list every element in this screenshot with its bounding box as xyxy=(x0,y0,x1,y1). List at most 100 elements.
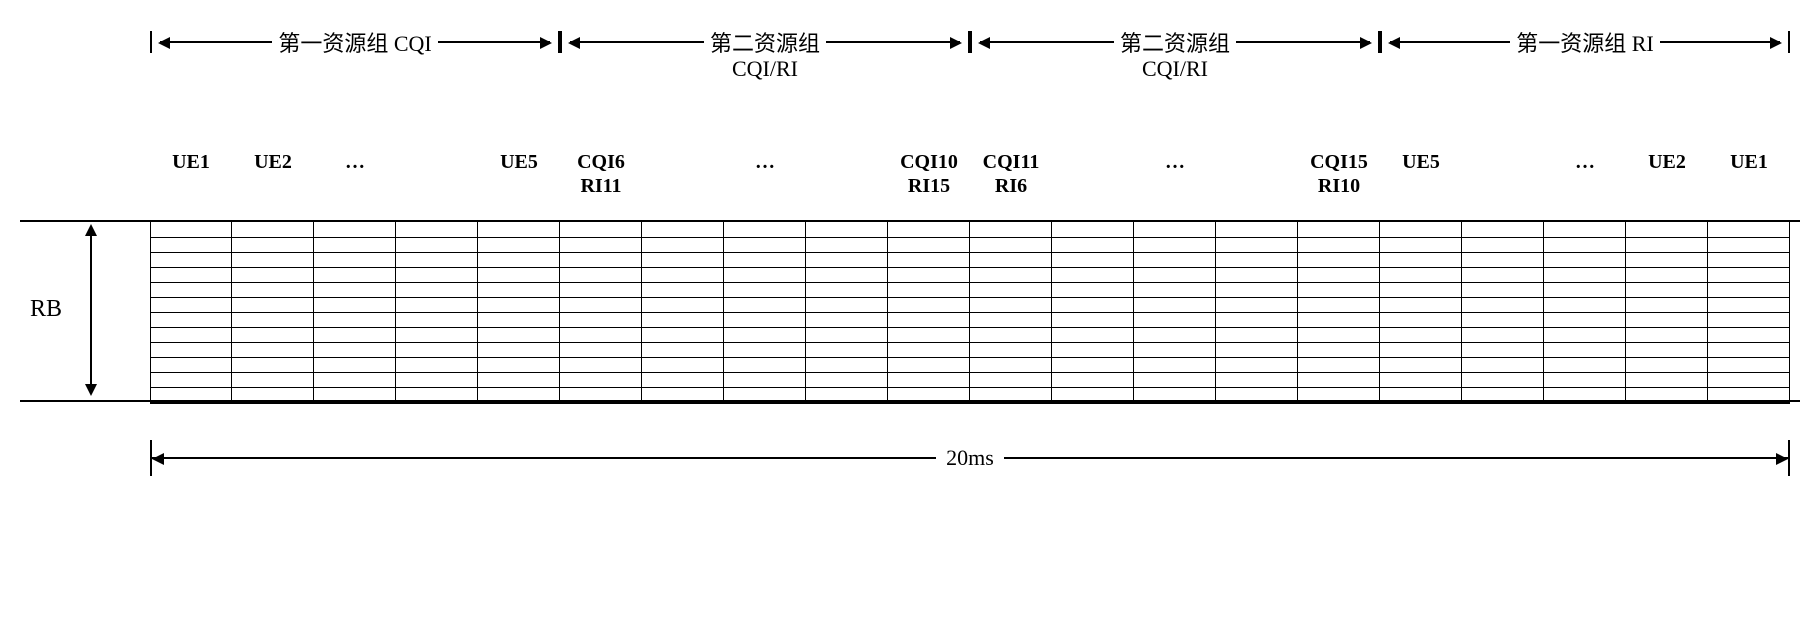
grid-cell-10-14 xyxy=(1298,372,1380,387)
grid-cell-10-19 xyxy=(1708,372,1790,387)
grid-cell-10-2 xyxy=(314,372,396,387)
col-label-10: CQI11RI6 xyxy=(970,150,1052,198)
grid-cell-2-4 xyxy=(478,252,560,267)
time-axis: 20ms xyxy=(150,440,1790,476)
grid-cell-8-18 xyxy=(1626,342,1708,357)
grid-cell-5-8 xyxy=(806,297,888,312)
grid-cell-0-19 xyxy=(1708,222,1790,237)
grid-cell-2-5 xyxy=(560,252,642,267)
grid-cell-0-13 xyxy=(1216,222,1298,237)
grid-cell-4-4 xyxy=(478,282,560,297)
grid-cell-0-14 xyxy=(1298,222,1380,237)
grid-cell-7-5 xyxy=(560,327,642,342)
grid-cell-0-16 xyxy=(1462,222,1544,237)
grid-cell-8-17 xyxy=(1544,342,1626,357)
grid-cell-6-16 xyxy=(1462,312,1544,327)
grid-cell-10-12 xyxy=(1134,372,1216,387)
grid-cell-5-16 xyxy=(1462,297,1544,312)
grid-cell-7-13 xyxy=(1216,327,1298,342)
grid-cell-2-3 xyxy=(396,252,478,267)
resource-grid xyxy=(150,220,1790,404)
grid-cell-1-8 xyxy=(806,237,888,252)
grid-cell-5-5 xyxy=(560,297,642,312)
grid-cell-8-8 xyxy=(806,342,888,357)
col-label-0-line1: UE1 xyxy=(172,151,210,173)
grid-cell-9-15 xyxy=(1380,357,1462,372)
grid-cell-10-16 xyxy=(1462,372,1544,387)
grid-cell-1-2 xyxy=(314,237,396,252)
grid-cell-5-11 xyxy=(1052,297,1134,312)
grid-cell-1-7 xyxy=(724,237,806,252)
grid-cell-1-15 xyxy=(1380,237,1462,252)
col-label-14: CQI15RI10 xyxy=(1298,150,1380,198)
col-label-1: UE2 xyxy=(232,150,314,198)
grid-cell-8-5 xyxy=(560,342,642,357)
col-label-11 xyxy=(1052,150,1134,198)
grid-cell-8-6 xyxy=(642,342,724,357)
col-label-4-line1: UE5 xyxy=(500,151,538,173)
group-header-2: 第二资源组CQI/RI xyxy=(970,30,1380,82)
grid-cell-1-12 xyxy=(1134,237,1216,252)
grid-cell-5-15 xyxy=(1380,297,1462,312)
grid-cell-8-3 xyxy=(396,342,478,357)
grid-row-4 xyxy=(150,282,1790,297)
group-header-1: 第二资源组CQI/RI xyxy=(560,30,970,82)
grid-cell-7-7 xyxy=(724,327,806,342)
grid-cell-5-10 xyxy=(970,297,1052,312)
grid-cell-7-18 xyxy=(1626,327,1708,342)
grid-cell-8-4 xyxy=(478,342,560,357)
grid-cell-10-17 xyxy=(1544,372,1626,387)
grid-cell-10-5 xyxy=(560,372,642,387)
grid-cell-8-14 xyxy=(1298,342,1380,357)
col-label-9-line1: CQI10 xyxy=(900,151,958,173)
grid-cell-1-18 xyxy=(1626,237,1708,252)
grid-row-8 xyxy=(150,342,1790,357)
grid-cell-8-11 xyxy=(1052,342,1134,357)
grid-cell-0-5 xyxy=(560,222,642,237)
group-arrow-3: 第一资源组 RI xyxy=(1380,30,1790,54)
grid-cell-2-9 xyxy=(888,252,970,267)
grid-wrap xyxy=(20,220,1800,404)
grid-cell-1-19 xyxy=(1708,237,1790,252)
column-labels-row: UE1UE2…UE5CQI6RI11…CQI10RI15CQI11RI6…CQI… xyxy=(150,150,1790,198)
grid-row-2 xyxy=(150,252,1790,267)
grid-cell-6-15 xyxy=(1380,312,1462,327)
grid-cell-5-9 xyxy=(888,297,970,312)
grid-cell-3-14 xyxy=(1298,267,1380,282)
grid-cell-3-16 xyxy=(1462,267,1544,282)
col-label-1-line1: UE2 xyxy=(254,151,292,173)
col-label-7-line1: … xyxy=(755,151,775,173)
grid-row-0 xyxy=(150,222,1790,237)
grid-cell-0-12 xyxy=(1134,222,1216,237)
grid-cell-8-16 xyxy=(1462,342,1544,357)
grid-cell-9-6 xyxy=(642,357,724,372)
rb-label: RB xyxy=(30,296,62,323)
col-label-17: … xyxy=(1544,150,1626,198)
grid-cell-8-1 xyxy=(232,342,314,357)
grid-cell-6-5 xyxy=(560,312,642,327)
grid-cell-5-6 xyxy=(642,297,724,312)
grid-cell-10-15 xyxy=(1380,372,1462,387)
grid-cell-9-16 xyxy=(1462,357,1544,372)
grid-cell-3-15 xyxy=(1380,267,1462,282)
grid-cell-3-8 xyxy=(806,267,888,282)
grid-cell-0-0 xyxy=(150,222,232,237)
grid-cell-0-8 xyxy=(806,222,888,237)
grid-cell-8-9 xyxy=(888,342,970,357)
group-sublabel-1: CQI/RI xyxy=(560,56,970,82)
grid-cell-1-0 xyxy=(150,237,232,252)
grid-cell-3-19 xyxy=(1708,267,1790,282)
grid-cell-9-10 xyxy=(970,357,1052,372)
grid-cell-8-12 xyxy=(1134,342,1216,357)
grid-cell-5-13 xyxy=(1216,297,1298,312)
grid-cell-8-0 xyxy=(150,342,232,357)
col-label-9: CQI10RI15 xyxy=(888,150,970,198)
grid-cell-1-4 xyxy=(478,237,560,252)
grid-cell-10-0 xyxy=(150,372,232,387)
grid-cell-0-1 xyxy=(232,222,314,237)
grid-cell-6-18 xyxy=(1626,312,1708,327)
grid-cell-2-19 xyxy=(1708,252,1790,267)
grid-cell-9-8 xyxy=(806,357,888,372)
col-label-18-line1: UE2 xyxy=(1648,151,1686,173)
grid-cell-0-15 xyxy=(1380,222,1462,237)
